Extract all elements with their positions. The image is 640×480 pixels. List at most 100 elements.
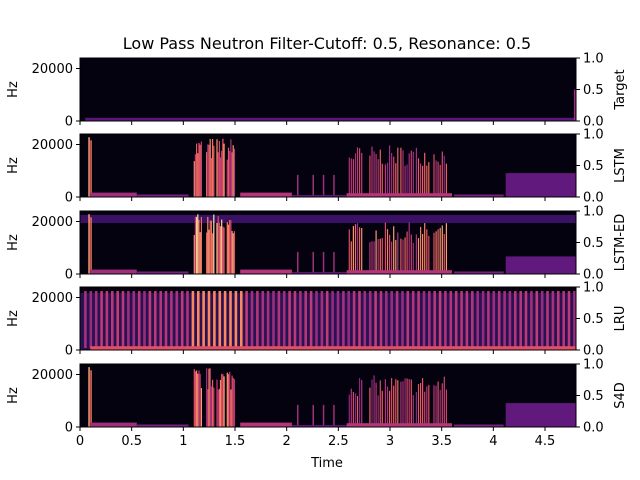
panel-lru-stripe <box>573 291 576 348</box>
panel-lru-stripe <box>293 291 297 348</box>
panel-lstm-burst <box>208 144 210 197</box>
panel-lru-stripe <box>175 291 179 348</box>
panel-lstm-ed-band <box>346 270 452 274</box>
panel-s4d-spike <box>333 404 335 427</box>
panel-lstm-ed-burst <box>197 214 199 274</box>
panel-lstm-burst <box>404 165 406 197</box>
panel-lstm-burst <box>197 153 199 197</box>
panel-lru-stripe <box>492 291 496 348</box>
panel-lstm-burst <box>210 158 212 197</box>
panel-lru-stripe <box>514 291 517 348</box>
panel-lru-stripe <box>309 291 313 348</box>
panel-s4d-plot-area <box>80 364 576 427</box>
panel-lstm-ed-burst <box>389 234 391 274</box>
panel-s4d-band <box>136 424 189 427</box>
panel-lstm-burst <box>379 149 381 197</box>
panel-lru-stripe <box>299 291 302 348</box>
panel-s4d-burst <box>194 371 196 427</box>
panel-lstm-burst <box>393 156 395 197</box>
panel-lstm-burst <box>206 152 208 197</box>
panel-lstm-burst <box>199 144 201 197</box>
panel-s4d-burst <box>389 390 391 427</box>
panel-lstm-ed-burst <box>218 222 220 274</box>
panel-lstm-right-tick-label: 0.0 <box>583 191 604 206</box>
panel-s4d-burst <box>395 379 397 427</box>
panel-lstm-ed-burst <box>352 226 354 274</box>
panel-s4d-burst <box>397 380 399 427</box>
panel-lru-stripe <box>116 291 119 348</box>
panel-lstm-ed-burst <box>371 241 373 274</box>
panel-lru-stripe <box>304 291 307 348</box>
panel-lstm-ed-burst <box>356 223 359 274</box>
panel-lstm-burst <box>207 144 209 197</box>
panel-lru-stripe <box>551 291 555 348</box>
panel-lru-stripe <box>105 291 109 348</box>
x-tick-label: 1 <box>179 434 187 449</box>
panel-lstm-band <box>240 192 292 197</box>
panel-s4d-band <box>505 403 576 427</box>
panel-lstm-ed-burst <box>428 235 430 274</box>
panel-lstm-ed-burst <box>221 219 223 274</box>
panel-s4d-burst <box>213 387 215 427</box>
panel-lru-stripe <box>266 291 270 348</box>
panel-lstm-ed-burst <box>217 216 219 274</box>
panel-s4d-burst <box>369 387 371 427</box>
panel-lstm-burst <box>200 141 202 197</box>
panel-s4d-burst <box>422 378 424 427</box>
x-tick-label: 1.5 <box>225 434 246 449</box>
panel-lstm-ed-burst <box>194 216 196 274</box>
panel-lru-y-tick-label: 0 <box>65 344 73 359</box>
panel-lru-band <box>90 346 577 350</box>
panel-lstm-burst <box>226 159 228 197</box>
panel-lstm-ed-burst <box>369 242 371 274</box>
panel-lru-stripe <box>385 291 388 348</box>
panel-lstm-ed-band <box>291 272 347 274</box>
panel-lru-stripe <box>481 291 485 348</box>
panel-s4d-burst <box>216 379 218 427</box>
panel-lru-stripe <box>422 291 426 348</box>
panel-lstm-burst <box>227 147 230 197</box>
panel-s4d-burst <box>227 374 230 427</box>
panel-s4d-burst <box>412 395 414 427</box>
panel-lstm-band <box>291 195 347 197</box>
panel-lru-stripe <box>202 291 205 348</box>
panel-lstm-ed-burst <box>424 223 426 274</box>
panel-lstm-burst <box>219 157 222 197</box>
panel-s4d-burst <box>233 379 235 427</box>
panel-lstm-ed-burst <box>402 239 404 274</box>
panel-lstm-burst <box>230 139 232 197</box>
panel-s4d-band <box>291 425 347 427</box>
panel-lru-stripe <box>540 291 544 348</box>
panel-s4d-spike <box>90 370 92 427</box>
panel-lstm-burst <box>233 148 235 197</box>
panel-lstm-burst <box>356 147 359 197</box>
panel-lstm-burst <box>216 139 218 197</box>
panel-lstm-ed-burst <box>420 226 422 274</box>
panel-lstm-burst <box>428 162 430 197</box>
panel-lru-stripe <box>497 291 501 348</box>
x-axis-label: Time <box>310 456 343 471</box>
panel-lstm-burst <box>193 161 195 197</box>
panel-lru-stripe <box>100 291 103 348</box>
x-tick-label: 2.5 <box>328 434 349 449</box>
panel-s4d-burst <box>200 388 202 427</box>
x-tick-label: 4.5 <box>535 434 556 449</box>
panel-lru-stripe <box>170 291 173 348</box>
panel-lru-stripe <box>428 291 431 348</box>
panel-s4d-burst <box>386 386 389 427</box>
panel-lru-stripe <box>449 291 453 348</box>
panel-s4d-burst <box>441 383 443 427</box>
panel-lstm-burst <box>417 158 420 197</box>
panel-lstm-ed-burst <box>408 222 410 274</box>
panel-lstm-burst <box>441 151 443 197</box>
panel-lru-stripe <box>567 291 571 348</box>
panel-lru-stripe <box>363 291 367 348</box>
panel-lstm-ed-burst <box>193 235 195 274</box>
x-tick-label: 0 <box>76 434 84 449</box>
panel-lru-stripe <box>411 291 415 348</box>
panel-lru-stripe <box>465 291 469 348</box>
panel-lru-stripe <box>143 291 146 348</box>
panel-lru-y-axis-label: Hz <box>6 310 21 327</box>
panel-lstm-burst <box>209 139 211 197</box>
